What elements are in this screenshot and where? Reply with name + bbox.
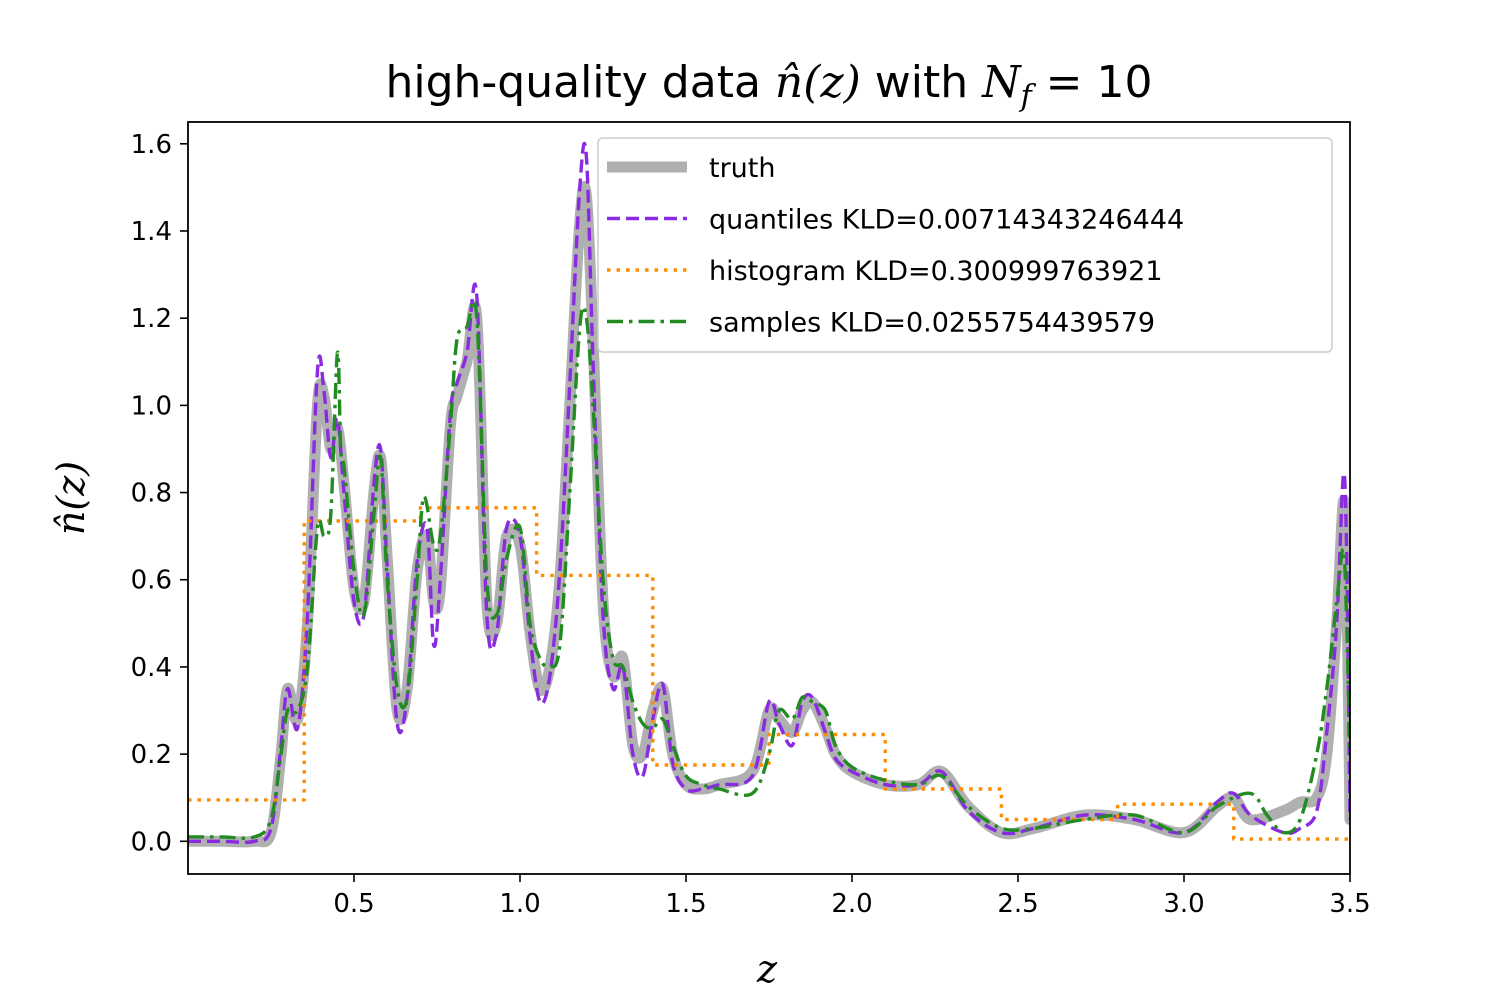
x-axis-label: z [756,947,778,991]
y-tick-label: 0.4 [131,653,172,683]
y-tick-label: 0.6 [131,566,172,596]
title-nf-symbol: N [981,57,1022,108]
y-tick-label: 1.6 [131,130,172,160]
x-tick-label: 3.0 [1163,889,1204,919]
legend-entries: truth quantiles KLD=0.00714343246444 histo… [607,153,1184,339]
title-nf-value: = 10 [1032,57,1153,108]
legend-label: samples KLD=0.0255754439579 [709,308,1155,339]
plot-frame [187,121,1351,875]
chart-title: high-quality data n̂(z) with Nf = 10 [385,57,1152,114]
y-axis-ticks: 0.0 0.2 0.4 0.6 0.8 1.0 1.2 1.4 1.6 [131,130,188,857]
legend-label: quantiles KLD=0.00714343246444 [709,205,1184,236]
x-tick-label: 1.5 [665,889,706,919]
x-tick-label: 1.0 [499,889,540,919]
y-axis-label: n̂(z) [49,461,93,535]
legend-label: histogram KLD=0.300999763921 [709,256,1163,287]
title-nz: n̂(z) [775,57,861,108]
y-tick-label: 1.4 [131,217,172,247]
x-tick-label: 0.5 [333,889,374,919]
title-with: with [861,57,982,108]
x-tick-label: 2.5 [997,889,1038,919]
legend-label: truth [709,153,776,184]
series-line-dotted [188,506,1350,841]
x-tick-label: 3.5 [1329,889,1370,919]
y-tick-label: 1.0 [131,391,172,421]
legend: truth quantiles KLD=0.00714343246444 histo… [597,137,1333,353]
title-main: high-quality data [385,57,774,108]
series-line-dashdot [188,299,1350,840]
y-tick-label: 0.0 [131,827,172,857]
x-tick-label: 2.0 [831,889,872,919]
legend-box [597,137,1333,353]
y-tick-label: 1.2 [131,304,172,334]
x-axis-ticks: 0.5 1.0 1.5 2.0 2.5 3.0 3.5 [333,874,1371,919]
series-group [188,141,1350,848]
y-tick-label: 0.2 [131,740,172,770]
y-tick-label: 0.8 [131,479,172,509]
